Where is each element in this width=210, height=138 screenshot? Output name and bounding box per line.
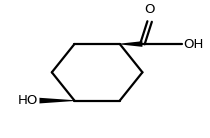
Text: HO: HO [17, 94, 38, 107]
Polygon shape [120, 41, 142, 47]
Text: O: O [144, 3, 155, 16]
Polygon shape [39, 98, 75, 104]
Text: OH: OH [183, 38, 203, 51]
